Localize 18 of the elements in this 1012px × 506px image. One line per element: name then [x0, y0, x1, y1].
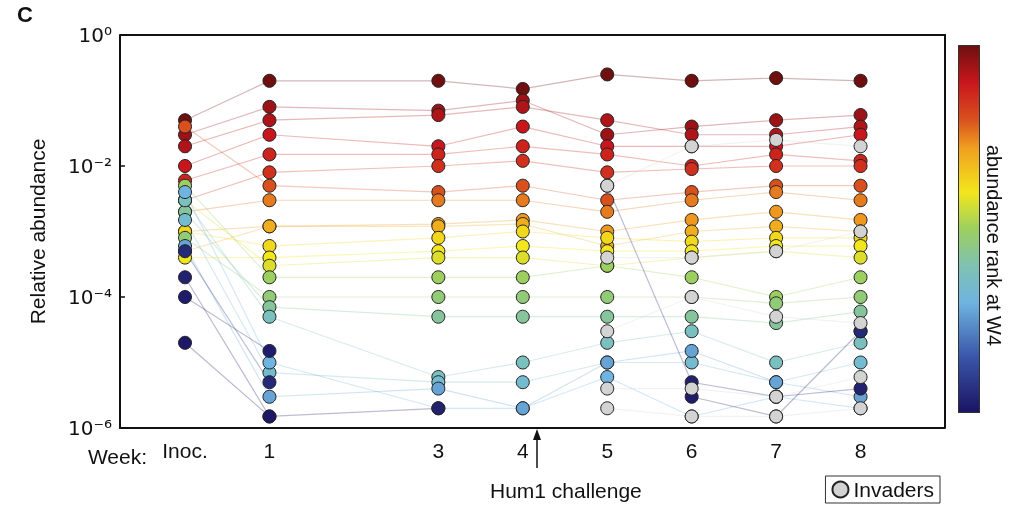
x-tick-label: 3: [432, 439, 445, 462]
x-tick-label: 1: [263, 439, 276, 462]
x-tick-label: 5: [601, 439, 614, 462]
x-tick-label: Inoc.: [162, 439, 208, 462]
y-tick-label: 10⁻²: [67, 154, 112, 178]
y-tick-label: 10⁻⁴: [67, 285, 112, 309]
x-tick-label: 7: [770, 439, 782, 462]
text: Hum1 challenge: [490, 478, 642, 502]
x-axis-title: Week:: [87, 444, 148, 468]
chart-title: C: [17, 1, 33, 27]
legend-label: Invaders: [853, 478, 934, 501]
x-tick-label: 4: [516, 439, 529, 462]
color-bar-title: abundance rank at W4: [983, 144, 1005, 347]
y-axis-title: Relative abundance: [26, 138, 49, 325]
x-tick-label: 6: [685, 439, 698, 462]
x-tick-label: 8: [854, 439, 867, 462]
y-tick-label: 10⁰: [78, 23, 112, 47]
y-tick-label: 10⁻⁶: [67, 416, 112, 440]
